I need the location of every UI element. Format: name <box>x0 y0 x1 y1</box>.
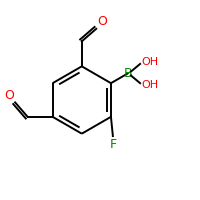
Text: B: B <box>123 67 132 80</box>
Text: F: F <box>109 138 116 151</box>
Text: OH: OH <box>141 80 158 90</box>
Text: O: O <box>97 15 107 28</box>
Text: OH: OH <box>141 57 158 67</box>
Text: O: O <box>4 89 14 102</box>
